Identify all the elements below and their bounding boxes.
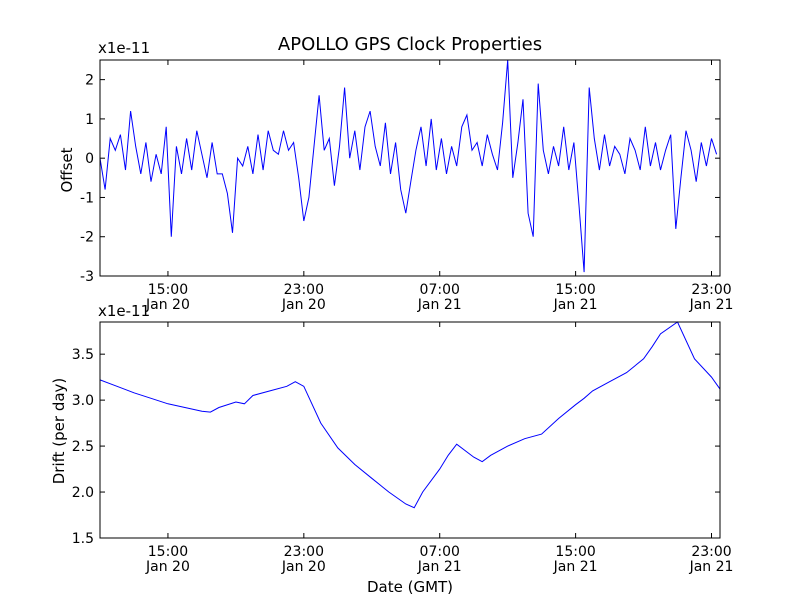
offset-ytick-label: -3 — [80, 269, 94, 285]
drift-xtick-date: Jan 20 — [281, 559, 326, 575]
offset-xtick-date: Jan 20 — [145, 297, 190, 313]
drift-y-multiplier: x1e-11 — [98, 302, 150, 320]
drift-ytick-label: 3.5 — [72, 347, 94, 363]
drift-xtick-date: Jan 21 — [689, 559, 734, 575]
offset-series-line — [99, 59, 718, 273]
offset-xtick-date: Jan 21 — [689, 297, 734, 313]
drift-y-axis-label: Drift (per day) — [50, 378, 68, 485]
drift-series-line — [99, 321, 721, 509]
drift-ytick-label: 3.0 — [72, 393, 94, 409]
offset-plot-frame — [99, 59, 721, 277]
drift-ytick-label: 2.0 — [72, 485, 94, 501]
drift-plot-frame — [99, 321, 721, 539]
offset-ytick-label: -1 — [80, 190, 94, 206]
drift-xtick-date: Jan 21 — [417, 559, 462, 575]
drift-xtick-time: 15:00 — [555, 544, 595, 560]
offset-xtick-time: 23:00 — [691, 282, 731, 298]
offset-y-multiplier: x1e-11 — [98, 39, 150, 57]
offset-xtick-date: Jan 21 — [417, 297, 462, 313]
offset-xtick-date: Jan 20 — [281, 297, 326, 313]
drift-xtick-time: 23:00 — [691, 544, 731, 560]
drift-xtick-time: 23:00 — [284, 544, 324, 560]
offset-ytick-label: -2 — [80, 230, 94, 246]
offset-ytick-label: 1 — [85, 112, 94, 128]
drift-xtick-date: Jan 21 — [553, 559, 598, 575]
drift-xtick-time: 15:00 — [148, 544, 188, 560]
drift-xtick-time: 07:00 — [420, 544, 460, 560]
offset-y-axis-label: Offset — [58, 147, 76, 192]
drift-xtick-date: Jan 20 — [145, 559, 190, 575]
drift-panel: x1e-11 Drift (per day) 3.5 3.0 2.5 2.0 1.5 15… — [50, 302, 733, 596]
offset-xtick-time: 15:00 — [555, 282, 595, 298]
offset-ytick-label: 2 — [85, 73, 94, 89]
figure-title: APOLLO GPS Clock Properties — [278, 34, 542, 55]
drift-ytick-label: 2.5 — [72, 439, 94, 455]
drift-ytick-label: 1.5 — [72, 531, 94, 547]
offset-xtick-time: 07:00 — [420, 282, 460, 298]
drift-x-axis-label: Date (GMT) — [367, 578, 453, 596]
offset-ytick-label: 0 — [85, 151, 94, 167]
offset-xtick-time: 15:00 — [148, 282, 188, 298]
offset-xtick-time: 23:00 — [284, 282, 324, 298]
offset-xtick-date: Jan 21 — [553, 297, 598, 313]
